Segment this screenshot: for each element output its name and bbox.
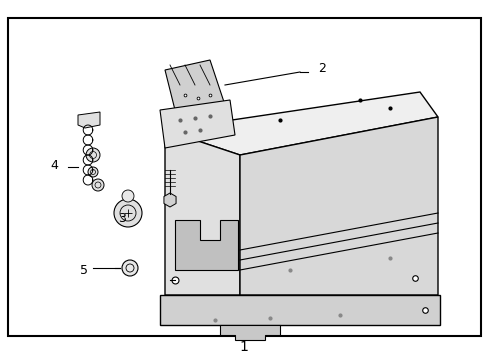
Circle shape: [86, 148, 100, 162]
Text: 2: 2: [317, 62, 325, 75]
Polygon shape: [164, 60, 224, 110]
Polygon shape: [78, 112, 100, 128]
Circle shape: [122, 260, 138, 276]
Circle shape: [92, 179, 104, 191]
Circle shape: [88, 167, 98, 177]
Text: 5: 5: [80, 264, 88, 276]
Polygon shape: [160, 295, 439, 325]
Text: 3: 3: [118, 212, 125, 225]
Polygon shape: [160, 100, 235, 148]
Bar: [8, 18, 480, 336]
Polygon shape: [164, 130, 240, 295]
Polygon shape: [164, 92, 437, 155]
Polygon shape: [175, 220, 238, 270]
Polygon shape: [240, 117, 437, 295]
Polygon shape: [220, 325, 280, 340]
Circle shape: [114, 199, 142, 227]
Text: 4: 4: [50, 158, 58, 171]
Text: 1: 1: [239, 340, 248, 354]
Circle shape: [122, 190, 134, 202]
